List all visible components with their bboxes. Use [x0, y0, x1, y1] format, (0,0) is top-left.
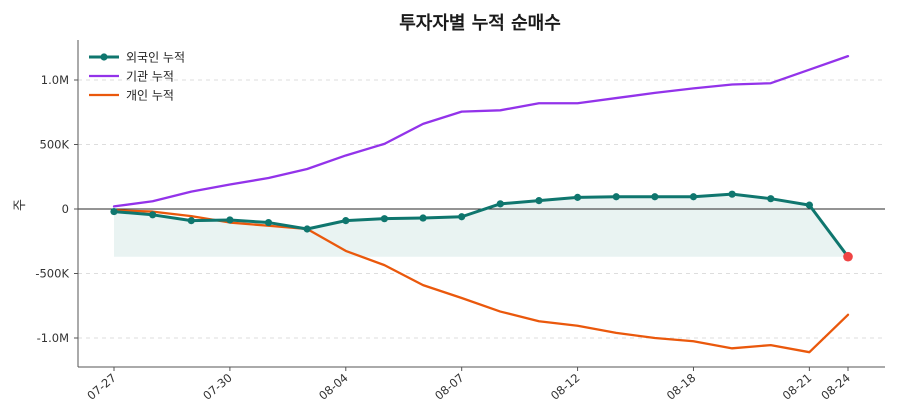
series-point: [535, 197, 543, 205]
series-point: [419, 214, 427, 222]
series-point: [728, 190, 736, 198]
series-point: [303, 225, 311, 233]
series-line: [112, 209, 850, 354]
x-tick-label: 08-12: [548, 371, 583, 403]
series-line: [112, 192, 850, 259]
series-line: [112, 54, 850, 208]
legend-label: 개인 누적: [126, 89, 174, 103]
y-tick-label: 1.0M: [41, 73, 69, 87]
series-point: [689, 193, 698, 201]
x-axis: 07-27 07-30 08-04 08-07 08-12 08-18 08-21 08-24: [84, 367, 853, 403]
legend-label: 기관 누적: [126, 70, 174, 84]
series-point: [651, 193, 659, 201]
x-tick-label: 07-30: [200, 371, 235, 403]
series-point: [573, 193, 582, 201]
series-point: [805, 201, 813, 209]
area-layer: [114, 194, 848, 257]
series-point: [264, 218, 273, 227]
legend-label: 외국인 누적: [126, 51, 185, 65]
y-tick-label: -1.0M: [37, 331, 69, 345]
y-axis: 1.0M 500K 0 -500K -1.0M: [35, 73, 78, 345]
x-tick-label: 08-21: [780, 371, 815, 403]
x-tick-label: 08-18: [664, 371, 699, 403]
series-point: [380, 215, 389, 223]
x-tick-label: 08-07: [432, 371, 467, 403]
series-point: [149, 211, 157, 219]
series-point: [187, 217, 195, 225]
series-point: [458, 213, 466, 221]
series-area: [114, 194, 848, 257]
series-point: [767, 195, 775, 203]
legend-marker: [100, 53, 108, 61]
y-tick-label: 0: [62, 202, 69, 216]
series-point: [226, 216, 234, 224]
series-point: [612, 193, 620, 201]
y-tick-label: -500K: [35, 267, 69, 281]
series-layer: [110, 54, 853, 354]
chart-title: 투자자별 누적 순매수: [399, 13, 561, 34]
series-point: [110, 207, 118, 216]
y-tick-label: 500K: [40, 138, 70, 152]
x-tick-label: 08-24: [818, 371, 853, 403]
x-tick-label: 08-04: [316, 371, 351, 403]
y-axis-label: 주: [13, 199, 28, 211]
x-tick-label: 07-27: [84, 371, 119, 403]
series-point: [342, 217, 350, 225]
series-point: [496, 200, 504, 208]
grid-lines: [78, 79, 885, 339]
last-point-marker: [843, 251, 853, 262]
